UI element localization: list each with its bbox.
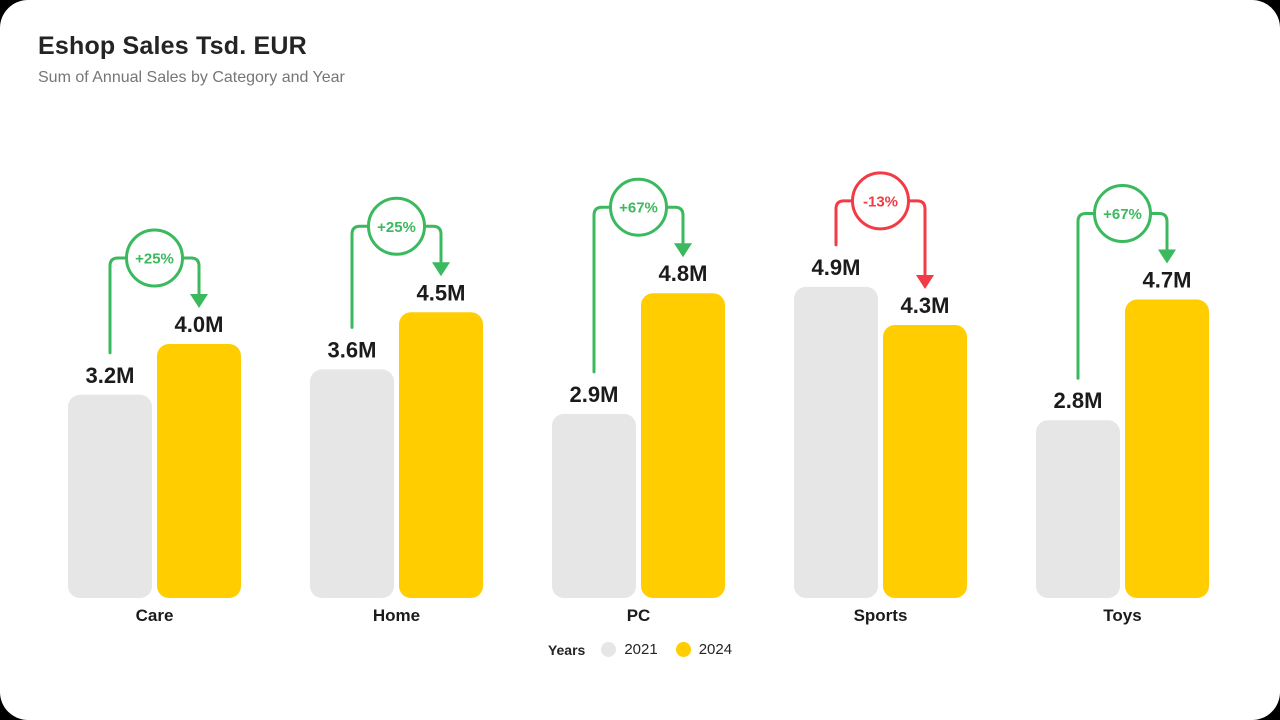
bar-care-2021[interactable] <box>68 394 152 598</box>
value-label-sports-2021: 4.9M <box>812 255 861 280</box>
chart-legend: Years 2021 2024 <box>0 641 1280 658</box>
change-connector-left-pc <box>592 205 612 374</box>
value-label-pc-2021: 2.9M <box>570 382 619 407</box>
change-badge-label-care: +25% <box>135 251 174 268</box>
change-arrowhead-care <box>190 294 208 308</box>
category-label-pc: PC <box>627 606 651 625</box>
category-label-care: Care <box>136 606 174 625</box>
value-label-toys-2021: 2.8M <box>1054 388 1103 413</box>
change-connector-left-care <box>108 256 128 355</box>
category-label-toys: Toys <box>1103 606 1141 625</box>
change-connector-right-pc <box>665 205 685 248</box>
legend-swatch-2021 <box>601 642 617 657</box>
category-label-sports: Sports <box>854 606 908 625</box>
change-arrowhead-sports <box>916 274 934 289</box>
value-label-sports-2024: 4.3M <box>901 293 950 318</box>
change-connector-right-home <box>423 224 443 267</box>
change-badge-label-toys: +67% <box>1103 206 1142 223</box>
chart-header: Eshop Sales Tsd. EUR Sum of Annual Sales… <box>38 32 345 87</box>
bar-home-2021[interactable] <box>310 369 394 598</box>
change-badge-label-sports: -13% <box>863 193 898 210</box>
change-connector-left-toys <box>1076 212 1096 380</box>
change-connector-right-care <box>181 256 201 299</box>
chart-subtitle: Sum of Annual Sales by Category and Year <box>38 69 345 86</box>
bar-sports-2024[interactable] <box>883 324 967 598</box>
change-arrowhead-pc <box>674 243 692 258</box>
change-connector-left-home <box>350 224 370 329</box>
chart-title: Eshop Sales Tsd. EUR <box>38 32 307 60</box>
bar-toys-2024[interactable] <box>1125 299 1209 598</box>
bar-toys-2021[interactable] <box>1036 420 1120 598</box>
value-label-care-2024: 4.0M <box>175 312 224 337</box>
change-badge-toys <box>1093 184 1152 244</box>
change-badge-label-home: +25% <box>377 219 416 236</box>
change-arrowhead-home <box>432 262 450 277</box>
change-connector-right-sports <box>907 199 927 280</box>
change-badge-sports <box>851 171 910 231</box>
category-label-home: Home <box>373 606 420 625</box>
legend-items: 2021 2024 <box>601 641 732 658</box>
value-label-home-2024: 4.5M <box>417 280 466 305</box>
change-arrowhead-toys <box>1158 249 1176 264</box>
change-badge-label-pc: +67% <box>619 200 658 217</box>
legend-title: Years <box>547 641 586 658</box>
legend-label: 2024 <box>698 641 733 658</box>
legend-label: 2021 <box>624 641 658 658</box>
legend-swatch-2024 <box>675 642 691 657</box>
bar-pc-2024[interactable] <box>641 293 725 598</box>
change-connector-right-toys <box>1149 212 1169 255</box>
change-connector-left-sports <box>834 199 854 247</box>
change-badge-pc <box>609 177 668 237</box>
change-badge-care <box>125 228 184 288</box>
legend-item-2021[interactable]: 2021 <box>601 641 658 658</box>
bar-care-2024[interactable] <box>157 344 241 598</box>
change-badge-home <box>367 196 426 256</box>
value-label-toys-2024: 4.7M <box>1143 268 1192 293</box>
legend-item-2024[interactable]: 2024 <box>675 641 733 658</box>
value-label-home-2021: 3.6M <box>328 337 377 362</box>
value-label-pc-2024: 4.8M <box>659 261 708 286</box>
bar-pc-2021[interactable] <box>552 413 636 598</box>
bar-sports-2021[interactable] <box>794 286 878 598</box>
bar-home-2024[interactable] <box>399 312 483 598</box>
value-label-care-2021: 3.2M <box>86 363 135 388</box>
